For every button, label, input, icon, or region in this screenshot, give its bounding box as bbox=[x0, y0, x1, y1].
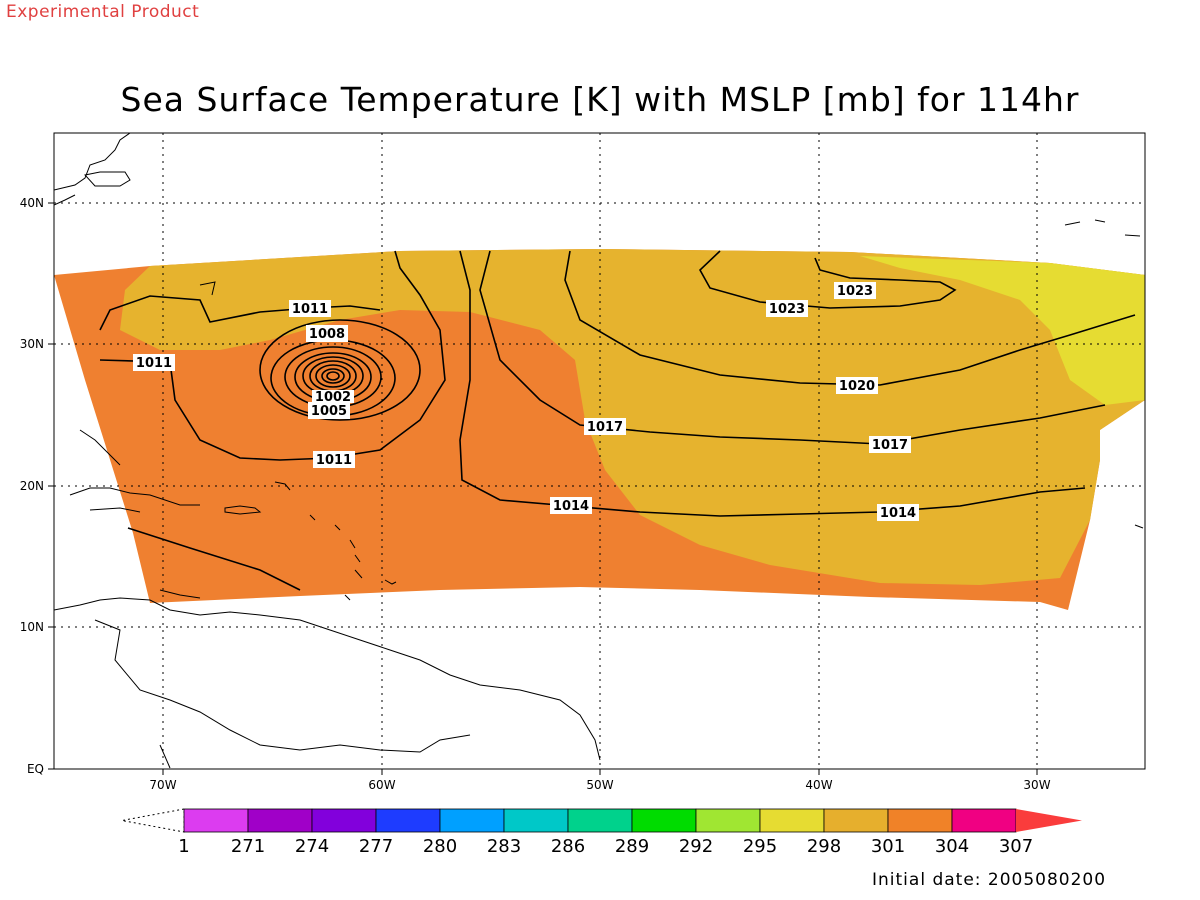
colorbar-label: 301 bbox=[871, 836, 905, 857]
lesser-antilles bbox=[309, 514, 363, 601]
isobar-1014 bbox=[127, 250, 1086, 591]
isobar-1023 bbox=[698, 250, 957, 309]
svg-text:1005: 1005 bbox=[311, 404, 347, 419]
isobar-1008 bbox=[259, 319, 421, 421]
colorbar-label: 277 bbox=[359, 836, 393, 857]
colorbar-label: 295 bbox=[743, 836, 777, 857]
map-grid bbox=[54, 133, 1145, 769]
colorbar: 1 271 274 277 280 283 286 289 292 295 298 301 304 307 bbox=[121, 808, 1082, 857]
colorbar-label: 280 bbox=[423, 836, 457, 857]
isobar-label: 1011 bbox=[313, 451, 355, 468]
x-tick-label: 60W bbox=[368, 778, 395, 792]
x-tick-label: 30W bbox=[1023, 778, 1050, 792]
y-tick-label: 10N bbox=[20, 620, 44, 634]
sst-field-yellow bbox=[860, 256, 1145, 405]
svg-text:1002: 1002 bbox=[315, 390, 351, 405]
isobar-label: 1017 bbox=[869, 436, 911, 453]
north-america-coast bbox=[54, 133, 131, 191]
x-tick-label: 50W bbox=[586, 778, 613, 792]
coastlines bbox=[54, 133, 1144, 769]
hispaniola-coast bbox=[224, 505, 262, 515]
isobar-label: 1011 bbox=[133, 354, 175, 371]
map-area: 1011 1011 1008 1005 1002 1011 bbox=[54, 133, 1145, 769]
x-tick-label: 70W bbox=[149, 778, 176, 792]
chart-title: Sea Surface Temperature [K] with MSLP [m… bbox=[120, 80, 1080, 119]
colorbar-label: 286 bbox=[551, 836, 585, 857]
sst-field-gold bbox=[120, 249, 1145, 585]
storm-center-marker bbox=[330, 373, 336, 379]
svg-text:1008: 1008 bbox=[309, 327, 345, 342]
colorbar-label: 304 bbox=[935, 836, 969, 857]
svg-text:1023: 1023 bbox=[769, 302, 805, 317]
isobar-label: 1008 bbox=[306, 325, 348, 342]
svg-text:1011: 1011 bbox=[316, 453, 352, 468]
axis-ticks bbox=[48, 202, 1038, 775]
svg-text:1014: 1014 bbox=[880, 506, 916, 521]
colorbar-swatch bbox=[823, 808, 889, 833]
cuba-coast bbox=[69, 487, 200, 506]
colorbar-swatch bbox=[887, 808, 953, 833]
svg-text:1014: 1014 bbox=[553, 499, 589, 514]
isobar-label: 1023 bbox=[766, 300, 808, 317]
isobar-label: 1014 bbox=[877, 504, 919, 521]
south-america-coast bbox=[54, 597, 601, 761]
colorbar-label: 271 bbox=[231, 836, 265, 857]
colorbar-swatch bbox=[183, 808, 249, 833]
isobar-1017 bbox=[479, 250, 1106, 445]
isobar-label: 1002 bbox=[312, 390, 354, 405]
y-tick-label: EQ bbox=[27, 762, 44, 776]
isobar-label: 1023 bbox=[834, 282, 876, 299]
isobar-label: 1014 bbox=[550, 497, 592, 514]
colorbar-label: 1 bbox=[178, 836, 189, 857]
colorbar-arrow-left bbox=[121, 808, 185, 833]
y-tick-label: 30N bbox=[20, 337, 44, 351]
colorbar-label: 274 bbox=[295, 836, 329, 857]
isobar-label: 1020 bbox=[836, 377, 878, 394]
colorbar-swatch bbox=[439, 808, 505, 833]
colorbar-swatch bbox=[375, 808, 441, 833]
initial-date: Initial date: 2005080200 bbox=[872, 870, 1107, 890]
colorbar-label: 307 bbox=[999, 836, 1033, 857]
colorbar-swatch bbox=[247, 808, 313, 833]
svg-text:1020: 1020 bbox=[839, 379, 875, 394]
colorbar-label: 298 bbox=[807, 836, 841, 857]
colorbar-swatch bbox=[951, 808, 1017, 833]
isobar-label: 1005 bbox=[308, 402, 350, 419]
y-tick-label: 40N bbox=[20, 196, 44, 210]
colorbar-label: 289 bbox=[615, 836, 649, 857]
colorbar-swatch bbox=[631, 808, 697, 833]
isobar-1020 bbox=[564, 250, 1136, 386]
svg-text:1017: 1017 bbox=[872, 438, 908, 453]
colorbar-swatch bbox=[503, 808, 569, 833]
svg-text:1023: 1023 bbox=[837, 284, 873, 299]
colorbar-label: 283 bbox=[487, 836, 521, 857]
colorbar-swatch bbox=[311, 808, 377, 833]
colorbar-label: 292 bbox=[679, 836, 713, 857]
isobar-label: 1011 bbox=[289, 300, 331, 317]
y-tick-label: 20N bbox=[20, 479, 44, 493]
isobar-1011-north bbox=[99, 295, 381, 331]
svg-text:1011: 1011 bbox=[292, 302, 328, 317]
colorbar-swatch bbox=[567, 808, 633, 833]
x-tick-label: 40W bbox=[805, 778, 832, 792]
svg-text:1011: 1011 bbox=[136, 356, 172, 371]
isobar-labels: 1011 1011 1008 1005 1002 1011 bbox=[133, 282, 919, 521]
isobar-label: 1017 bbox=[584, 418, 626, 435]
colorbar-swatch bbox=[759, 808, 825, 833]
colorbar-arrow-right bbox=[1016, 809, 1082, 832]
colorbar-swatch bbox=[695, 808, 761, 833]
svg-text:1017: 1017 bbox=[587, 420, 623, 435]
experimental-product-label: Experimental Product bbox=[6, 2, 200, 22]
